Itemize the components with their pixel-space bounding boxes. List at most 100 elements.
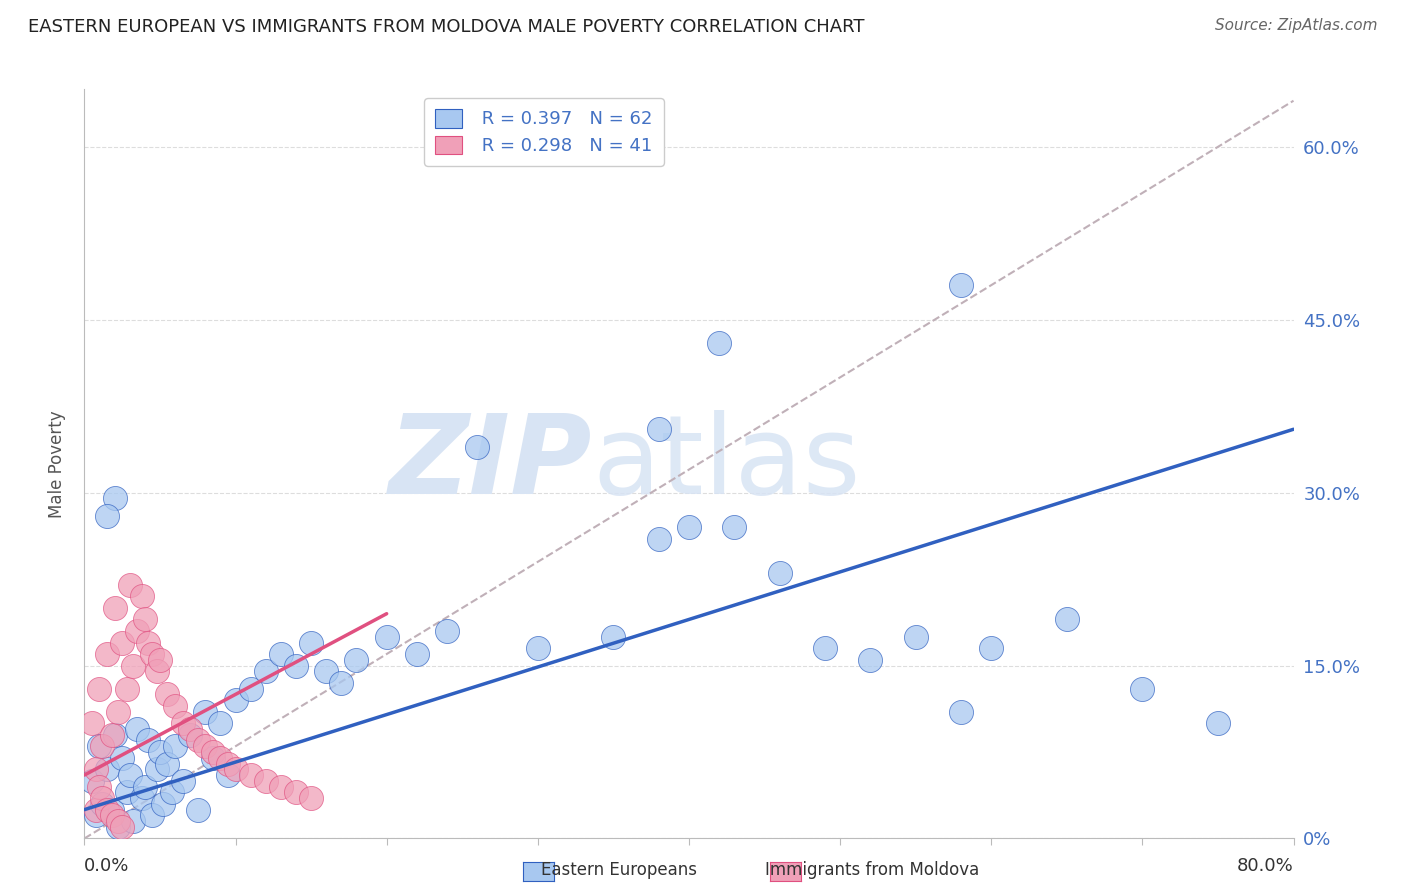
Point xyxy=(115,681,138,696)
Point xyxy=(239,768,262,782)
Point xyxy=(194,705,217,719)
Point xyxy=(950,278,973,293)
Point xyxy=(1056,612,1078,626)
Point xyxy=(80,773,103,788)
Point xyxy=(406,647,429,661)
Text: 0.0%: 0.0% xyxy=(84,857,129,875)
Point xyxy=(111,751,134,765)
Point xyxy=(648,532,671,546)
Point xyxy=(91,791,114,805)
Point xyxy=(172,773,194,788)
Point xyxy=(950,705,973,719)
Point xyxy=(96,803,118,817)
Point xyxy=(104,601,127,615)
Point xyxy=(100,728,122,742)
Point xyxy=(285,658,308,673)
Point xyxy=(172,716,194,731)
Point xyxy=(678,520,700,534)
Point xyxy=(160,785,183,799)
Point xyxy=(104,728,127,742)
Point xyxy=(201,745,224,759)
Point xyxy=(980,641,1002,656)
Point xyxy=(131,590,153,604)
Point xyxy=(648,422,671,436)
Point xyxy=(270,780,292,794)
Point xyxy=(141,647,163,661)
Point xyxy=(299,635,322,649)
Point xyxy=(254,665,277,679)
Point xyxy=(89,739,111,754)
Point xyxy=(436,624,458,638)
Point xyxy=(121,658,143,673)
Point xyxy=(96,508,118,523)
Point xyxy=(187,733,209,747)
Text: ZIP: ZIP xyxy=(388,410,592,517)
Point xyxy=(346,653,368,667)
Point xyxy=(146,665,169,679)
Point xyxy=(156,687,179,701)
Text: Source: ZipAtlas.com: Source: ZipAtlas.com xyxy=(1215,18,1378,33)
Point xyxy=(254,773,277,788)
Point xyxy=(330,676,353,690)
Point xyxy=(136,635,159,649)
Point xyxy=(467,440,489,454)
Point xyxy=(225,762,247,776)
Point xyxy=(315,665,337,679)
Point xyxy=(107,705,129,719)
Point xyxy=(769,566,792,581)
Point xyxy=(111,820,134,834)
Point xyxy=(602,630,624,644)
Point xyxy=(187,803,209,817)
Point xyxy=(131,791,153,805)
Point xyxy=(859,653,882,667)
Point xyxy=(527,641,550,656)
Point xyxy=(709,335,731,350)
Point xyxy=(217,756,239,771)
Text: Immigrants from Moldova: Immigrants from Moldova xyxy=(765,861,979,879)
Point xyxy=(107,820,129,834)
Text: Eastern Europeans: Eastern Europeans xyxy=(541,861,696,879)
Point xyxy=(89,681,111,696)
Point xyxy=(96,762,118,776)
Point xyxy=(165,739,187,754)
Point xyxy=(375,630,398,644)
Point xyxy=(100,803,122,817)
Point xyxy=(239,681,262,696)
Point xyxy=(115,785,138,799)
Point xyxy=(118,578,141,592)
Point xyxy=(209,751,232,765)
Point xyxy=(201,751,224,765)
Point xyxy=(814,641,837,656)
Text: EASTERN EUROPEAN VS IMMIGRANTS FROM MOLDOVA MALE POVERTY CORRELATION CHART: EASTERN EUROPEAN VS IMMIGRANTS FROM MOLD… xyxy=(28,18,865,36)
Point xyxy=(299,791,322,805)
Point xyxy=(91,739,114,754)
Point xyxy=(1206,716,1229,731)
Point xyxy=(100,808,122,822)
Point xyxy=(194,739,217,754)
Point xyxy=(209,716,232,731)
Point xyxy=(723,520,745,534)
Point xyxy=(141,808,163,822)
Point xyxy=(118,768,141,782)
Point xyxy=(134,612,156,626)
Point xyxy=(127,624,149,638)
Point xyxy=(152,797,174,811)
Point xyxy=(89,780,111,794)
Y-axis label: Male Poverty: Male Poverty xyxy=(48,410,66,517)
Point xyxy=(134,780,156,794)
Point xyxy=(270,647,292,661)
Point xyxy=(91,797,114,811)
Point xyxy=(156,756,179,771)
Point xyxy=(179,722,201,736)
Point xyxy=(1130,681,1153,696)
Point xyxy=(80,716,103,731)
Point xyxy=(146,762,169,776)
Text: 80.0%: 80.0% xyxy=(1237,857,1294,875)
Text: atlas: atlas xyxy=(592,410,860,517)
Point xyxy=(86,803,108,817)
Point xyxy=(179,728,201,742)
Point xyxy=(107,814,129,829)
Point xyxy=(86,808,108,822)
Point xyxy=(111,635,134,649)
Point xyxy=(165,698,187,713)
